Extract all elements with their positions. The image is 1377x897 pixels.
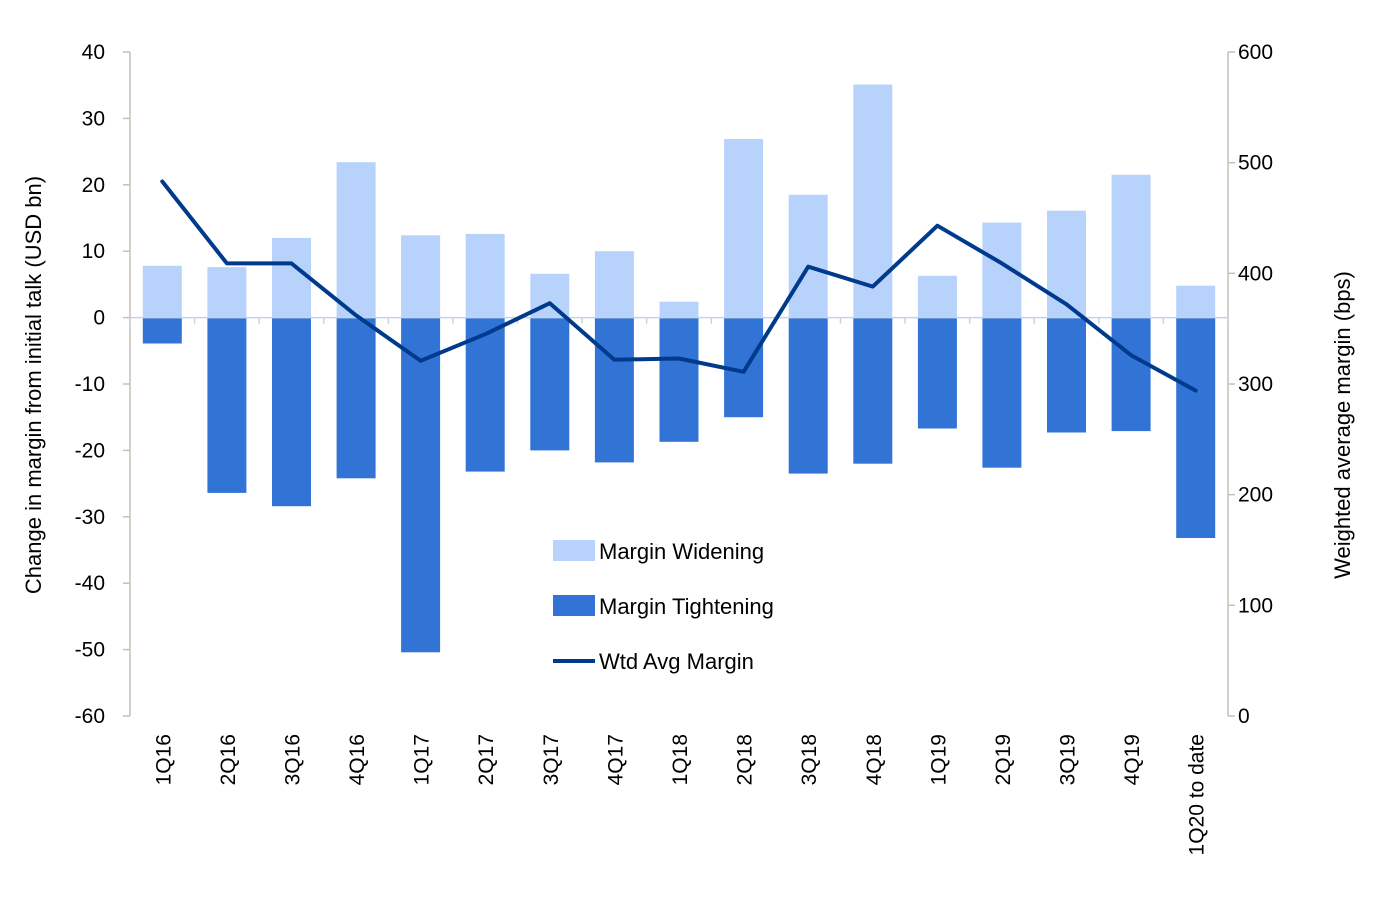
- x-tick-label-5: 2Q17: [475, 734, 498, 785]
- legend: Margin Widening Margin Tightening Wtd Av…: [553, 539, 774, 674]
- bar-widening-11: [853, 84, 893, 318]
- y-tick-label-8: -40: [75, 572, 105, 595]
- bar-tightening-3: [336, 317, 376, 479]
- x-tick-label-0: 1Q16: [152, 734, 175, 785]
- y2-axis-label: Weighted average margin (bps): [1330, 271, 1355, 579]
- x-tick-label-13: 2Q19: [992, 734, 1015, 785]
- bar-tightening-2: [272, 317, 311, 507]
- y-tick-label-0: 40: [82, 41, 105, 64]
- bar-tightening-8: [659, 317, 699, 442]
- bar-tightening-0: [142, 317, 182, 344]
- x-tick-label-3: 4Q16: [346, 734, 369, 785]
- x-tick-label-6: 3Q17: [540, 734, 563, 785]
- bar-tightening-15: [1111, 317, 1151, 432]
- line-wtd-avg-margin: [160, 179, 1198, 393]
- bars-layer: [142, 84, 1216, 653]
- bar-tightening-12: [917, 317, 957, 429]
- y2-tick-label-4: 200: [1238, 484, 1273, 507]
- y-tick-label-2: 20: [82, 174, 105, 197]
- x-tick-label-1: 2Q16: [217, 734, 240, 785]
- bar-widening-7: [594, 251, 634, 318]
- y-tick-label-7: -30: [75, 506, 105, 529]
- y-axis-label: Change in margin from initial talk (USD …: [21, 176, 46, 594]
- bar-tightening-4: [401, 317, 441, 653]
- legend-swatch-widening: [553, 540, 595, 561]
- y2-tick-label-6: 0: [1238, 705, 1250, 728]
- bar-tightening-11: [853, 317, 893, 464]
- x-tick-label-12: 1Q19: [927, 734, 950, 785]
- y-tick-label-5: -10: [75, 373, 105, 396]
- x-tick-label-11: 4Q18: [863, 734, 886, 785]
- legend-label-line: Wtd Avg Margin: [599, 649, 754, 674]
- y-tick-label-3: 10: [82, 240, 105, 263]
- bar-widening-15: [1111, 174, 1151, 318]
- x-tick-label-14: 3Q19: [1057, 734, 1080, 785]
- y2-tick-label-0: 600: [1238, 41, 1273, 64]
- bar-widening-1: [207, 267, 247, 318]
- legend-label-tightening: Margin Tightening: [599, 594, 774, 619]
- x-tick-label-2: 3Q16: [281, 734, 304, 785]
- bar-tightening-1: [207, 317, 247, 493]
- y-tick-label-9: -50: [75, 639, 105, 662]
- x-tick-label-16: 1Q20 to date: [1186, 734, 1209, 855]
- y-tick-label-4: 0: [93, 307, 105, 330]
- bar-widening-3: [336, 162, 376, 318]
- ticks-layer: 403020100-10-20-30-40-50-606005004003002…: [75, 41, 1273, 855]
- y2-tick-label-3: 300: [1238, 373, 1273, 396]
- y-tick-label-10: -60: [75, 705, 105, 728]
- y2-tick-label-2: 400: [1238, 262, 1273, 285]
- bar-widening-16: [1176, 285, 1216, 318]
- bar-widening-9: [724, 139, 764, 318]
- bar-widening-14: [1047, 210, 1086, 318]
- line-layer: [160, 179, 1198, 393]
- x-tick-label-8: 1Q18: [669, 734, 692, 785]
- bar-tightening-10: [788, 317, 828, 474]
- x-tick-label-9: 2Q18: [734, 734, 757, 785]
- bar-widening-12: [917, 275, 957, 318]
- x-tick-label-7: 4Q17: [604, 734, 627, 785]
- y-tick-label-1: 30: [82, 107, 105, 130]
- bar-widening-4: [401, 235, 441, 318]
- bar-widening-10: [788, 194, 828, 318]
- bar-tightening-16: [1176, 317, 1216, 538]
- x-tick-label-15: 4Q19: [1121, 734, 1144, 785]
- bar-tightening-6: [530, 317, 570, 451]
- y2-tick-label-1: 500: [1238, 152, 1273, 175]
- legend-swatch-tightening: [553, 595, 595, 616]
- x-tick-label-4: 1Q17: [411, 734, 434, 785]
- bar-tightening-13: [982, 317, 1022, 468]
- x-tick-label-10: 3Q18: [798, 734, 821, 785]
- bar-widening-0: [142, 265, 182, 318]
- bar-widening-8: [659, 301, 699, 318]
- legend-label-widening: Margin Widening: [599, 539, 764, 564]
- axes-layer: [123, 51, 1235, 717]
- bar-tightening-5: [465, 317, 505, 472]
- bar-widening-5: [465, 233, 505, 318]
- bar-tightening-14: [1047, 317, 1086, 433]
- bar-tightening-7: [594, 317, 634, 463]
- y-tick-label-6: -20: [75, 439, 105, 462]
- bar-widening-2: [272, 237, 311, 318]
- y2-tick-label-5: 100: [1238, 594, 1273, 617]
